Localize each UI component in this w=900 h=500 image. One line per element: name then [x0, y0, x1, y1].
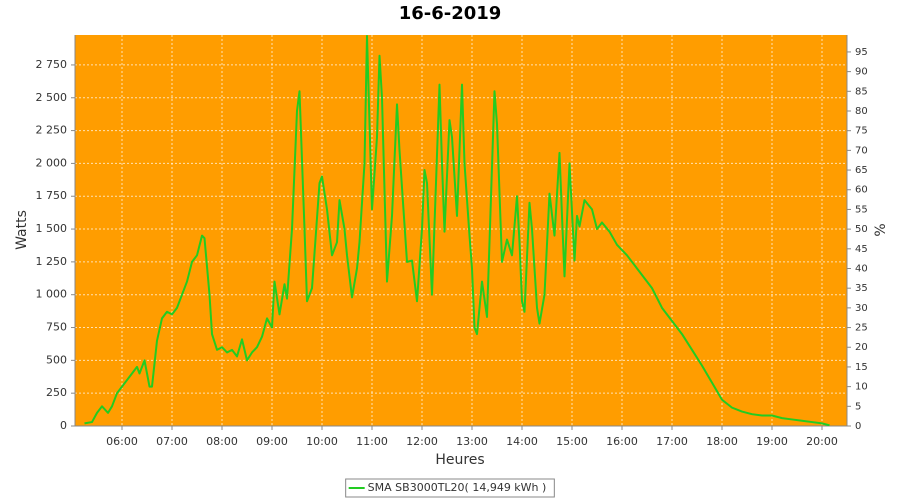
y2-tick-label: 95 [855, 47, 868, 58]
y2-tick-label: 50 [855, 224, 868, 235]
y2-tick-label: 30 [855, 303, 868, 314]
x-tick-label: 07:00 [156, 435, 188, 448]
x-tick-label: 12:00 [406, 435, 438, 448]
x-tick-label: 15:00 [556, 435, 588, 448]
y2-tick-label: 45 [855, 244, 868, 255]
y2-tick-label: 65 [855, 165, 868, 176]
y2-tick-label: 75 [855, 126, 868, 137]
x-tick-label: 08:00 [206, 435, 238, 448]
y-tick-label: 500 [46, 353, 67, 366]
y-tick-label: 1 250 [36, 255, 68, 268]
y-tick-label: 1 750 [36, 189, 68, 202]
y2-tick-label: 0 [855, 421, 861, 432]
y2-tick-label: 15 [855, 362, 868, 373]
y-tick-label: 2 500 [36, 91, 68, 104]
y2-tick-label: 35 [855, 283, 868, 294]
y2-tick-label: 25 [855, 323, 868, 334]
y2-tick-label: 10 [855, 382, 868, 393]
x-tick-label: 13:00 [456, 435, 488, 448]
y-tick-label: 250 [46, 386, 67, 399]
legend-label: SMA SB3000TL20( 14,949 kWh ) [368, 481, 547, 494]
y-tick-label: 0 [60, 419, 67, 432]
y-axis-label: Watts [14, 210, 30, 250]
y-tick-label: 2 750 [36, 58, 68, 71]
x-tick-label: 14:00 [506, 435, 538, 448]
y2-tick-label: 90 [855, 67, 868, 78]
x-axis-label: Heures [435, 452, 484, 468]
y2-tick-label: 5 [855, 401, 861, 412]
y2-tick-label: 40 [855, 263, 868, 274]
y2-tick-label: 55 [855, 204, 868, 215]
chart-title: 16-6-2019 [399, 3, 502, 24]
y2-tick-label: 80 [855, 106, 868, 117]
y-tick-label: 750 [46, 321, 67, 334]
legend-box [345, 478, 555, 498]
x-tick-label: 17:00 [656, 435, 688, 448]
y2-tick-label: 85 [855, 86, 868, 97]
y2-axis-label: % [873, 223, 889, 236]
x-tick-label: 20:00 [806, 435, 838, 448]
legend: SMA SB3000TL20( 14,949 kWh ) [345, 478, 555, 498]
x-tick-label: 10:00 [306, 435, 338, 448]
y-tick-label: 2 250 [36, 124, 68, 137]
x-tick-label: 06:00 [106, 435, 138, 448]
x-tick-label: 19:00 [756, 435, 788, 448]
y2-tick-label: 20 [855, 342, 868, 353]
x-tick-label: 18:00 [706, 435, 738, 448]
x-tick-label: 11:00 [356, 435, 388, 448]
y-tick-label: 1 000 [36, 288, 68, 301]
series-line [84, 35, 830, 426]
y-tick-label: 1 500 [36, 222, 68, 235]
y2-tick-label: 70 [855, 145, 868, 156]
x-tick-label: 09:00 [256, 435, 288, 448]
y2-tick-label: 60 [855, 185, 868, 196]
y-tick-label: 2 000 [36, 156, 68, 169]
x-tick-label: 16:00 [606, 435, 638, 448]
